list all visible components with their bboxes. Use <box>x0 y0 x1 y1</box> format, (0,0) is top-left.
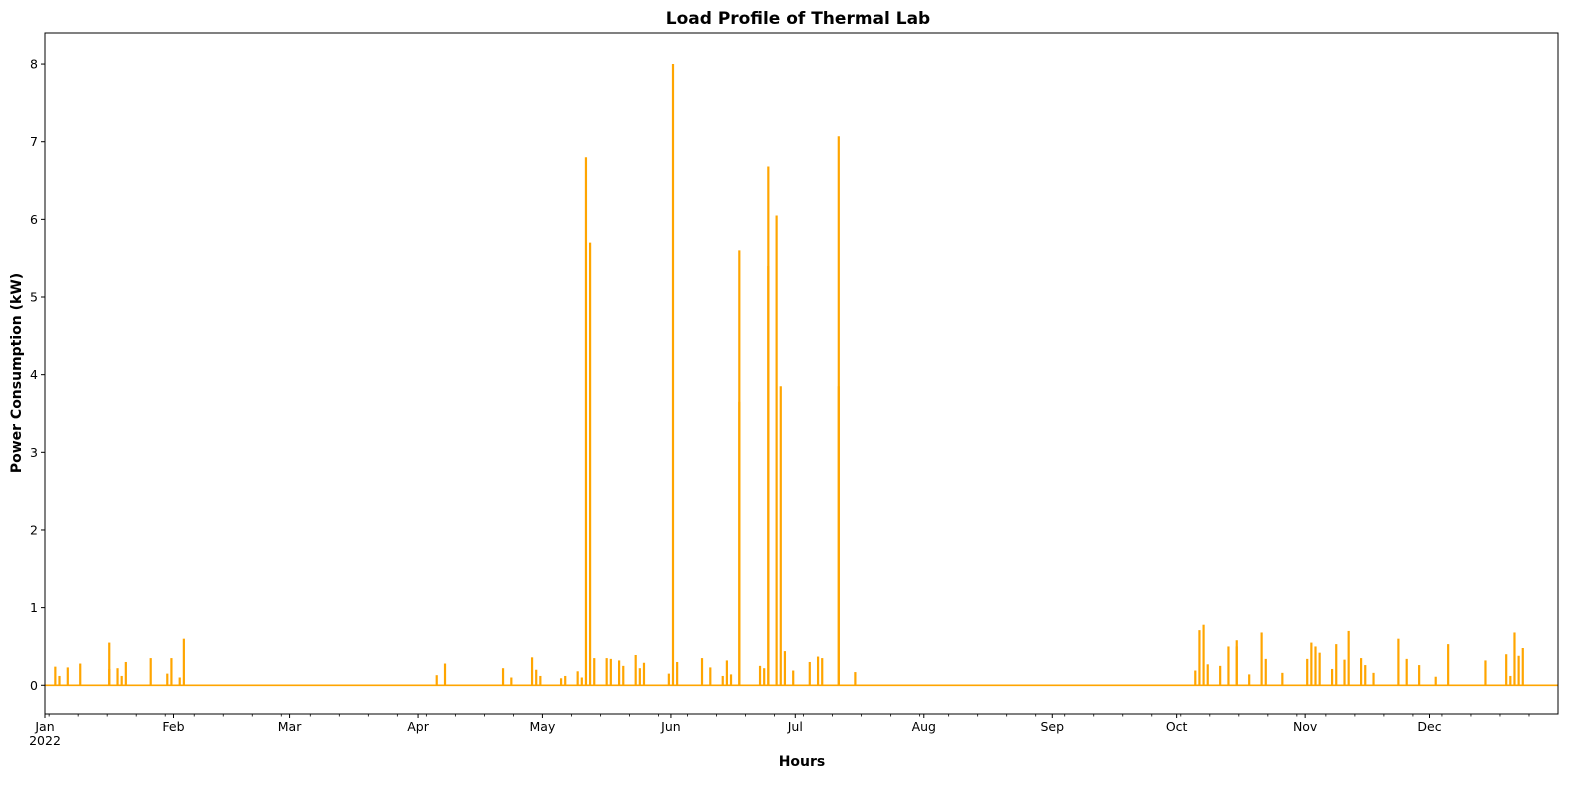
y-tick-label: 5 <box>30 290 38 305</box>
y-tick-label: 0 <box>30 678 38 693</box>
x-tick-label: May <box>530 719 556 734</box>
x-tick-label: Mar <box>278 719 302 734</box>
x-tick-label: Apr <box>407 719 429 734</box>
x-tick-label: Jul <box>787 719 803 734</box>
chart-title: Load Profile of Thermal Lab <box>666 9 930 29</box>
x-tick-label: Jan <box>34 719 54 734</box>
y-axis-label: Power Consumption (kW) <box>9 273 25 473</box>
y-tick-label: 6 <box>30 212 38 227</box>
y-tick-label: 2 <box>30 522 38 537</box>
x-tick-label: Sep <box>1041 719 1065 734</box>
y-axis: 0 1 2 3 4 5 6 7 8 <box>30 57 45 693</box>
y-tick-label: 7 <box>30 134 38 149</box>
series-layer <box>45 64 1558 687</box>
y-tick-label: 4 <box>30 367 38 382</box>
x-tick-label: Aug <box>912 719 936 734</box>
x-tick-label: Feb <box>162 719 184 734</box>
x-tick-label: Jun <box>660 719 681 734</box>
y-tick-label: 8 <box>30 57 38 72</box>
x-tick-sublabel: 2022 <box>29 733 61 748</box>
x-tick-label: Dec <box>1417 719 1441 734</box>
plot-frame <box>44 32 1559 715</box>
y-tick-label: 3 <box>30 445 38 460</box>
y-tick-label: 1 <box>30 600 38 615</box>
x-tick-label: Nov <box>1293 719 1318 734</box>
x-axis-label: Hours <box>779 754 826 770</box>
x-tick-label: Oct <box>1166 719 1188 734</box>
